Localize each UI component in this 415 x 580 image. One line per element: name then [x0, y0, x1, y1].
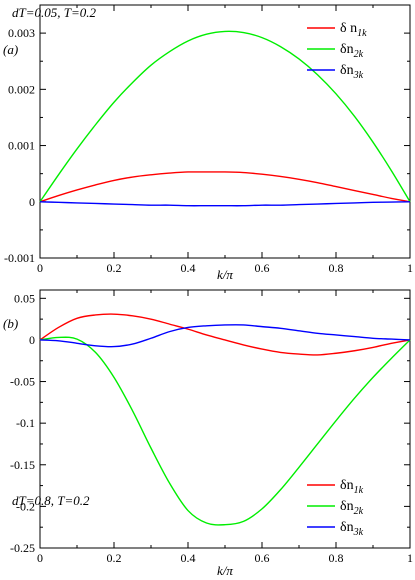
panel-a-legend-label-1k: δ n1k — [340, 21, 367, 39]
panel-b-legend-label-3k: δn3k — [340, 520, 364, 538]
panel-a-x-tick-label: 0.6 — [255, 261, 270, 275]
panel-b-series-1k-line — [39, 313, 411, 356]
panel-b-x-tick-label: 1 — [407, 551, 413, 565]
panel-a-annotation: dT=0.05, T=0.2 — [12, 5, 97, 20]
panel-a-x-tick-label: 0.8 — [329, 261, 344, 275]
panel-a-x-tick-label: 1 — [407, 261, 413, 275]
panel-b-label: (b) — [3, 316, 18, 331]
panel-a-legend-label-2k: δn2k — [340, 42, 364, 60]
panel-a-x-tick-label: 0.2 — [107, 261, 122, 275]
panel-b-y-tick-label: 0 — [29, 333, 35, 347]
panel-b-y-tick-label: 0.05 — [14, 291, 35, 305]
panel-a-x-tick-label: 0 — [37, 261, 43, 275]
panel-a-legend-label-3k: δn3k — [340, 63, 364, 81]
panel-b-y-tick-label: -0.2 — [16, 499, 35, 513]
panel-b-legend-label-2k: δn2k — [340, 499, 364, 517]
panel-b-y-tick-label: -0.15 — [10, 458, 35, 472]
panel-b-y-tick-label: -0.05 — [10, 375, 35, 389]
panel-a-label: (a) — [3, 42, 18, 57]
panel-a-series-2k-line — [39, 30, 411, 203]
panel-a-y-tick-label: 0 — [29, 195, 35, 209]
panel-b-x-tick-label: 0.4 — [181, 551, 196, 565]
panel-b-y-tick-label: -0.25 — [10, 541, 35, 555]
panel-b-series-3k-line — [39, 324, 411, 348]
panel-a-y-tick-label: 0.001 — [8, 139, 35, 153]
panel-b-y-tick-label: -0.1 — [16, 416, 35, 430]
panel-a-y-tick-label: -0.001 — [4, 251, 35, 265]
panel-a-series-3k-line — [39, 201, 411, 207]
panel-b-x-tick-label: 0 — [37, 551, 43, 565]
panel-a-x-tick-label: 0.4 — [181, 261, 196, 275]
panel-b-x-tick-label: 0.2 — [107, 551, 122, 565]
panel-a-y-tick-label: 0.002 — [8, 82, 35, 96]
panel-b-x-axis-label: k/π — [217, 563, 233, 578]
panel-b-legend-label-1k: δn1k — [340, 478, 364, 496]
panel-b-x-tick-label: 0.8 — [329, 551, 344, 565]
panel-a-series-1k-line — [39, 171, 411, 203]
panel-b-x-tick-label: 0.6 — [255, 551, 270, 565]
panel-a-y-tick-label: 0.003 — [8, 26, 35, 40]
panel-b-series-2k-line — [39, 336, 411, 526]
panel-a-frame — [39, 4, 411, 259]
panel-a-x-axis-label: k/π — [217, 267, 233, 282]
panel-b-annotation: dT=0.8, T=0.2 — [12, 493, 90, 508]
